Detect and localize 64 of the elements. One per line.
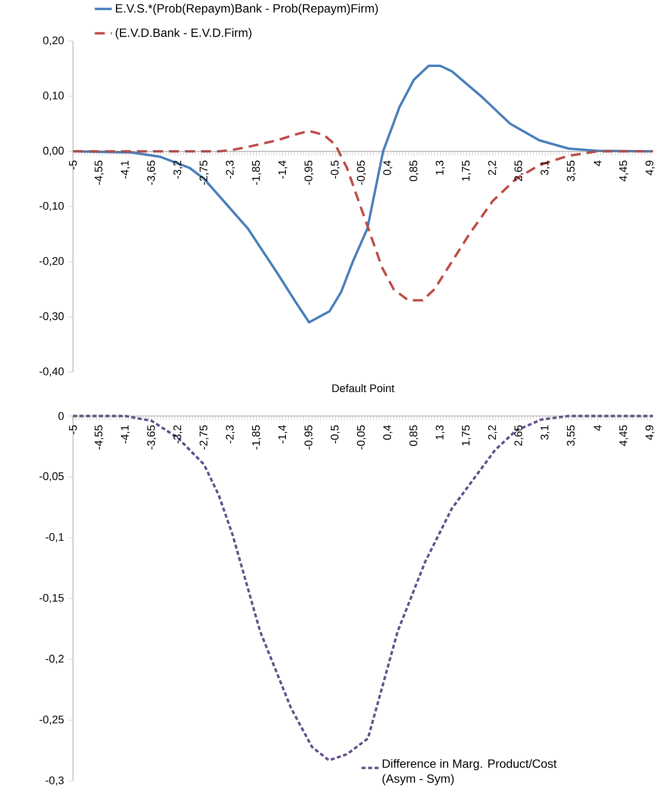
x-tick-label: 4,9 xyxy=(646,160,655,176)
x-tick-label: -0,95 xyxy=(304,425,314,450)
x-tick-label: -1,85 xyxy=(252,425,262,450)
y-tick-label: -0,1 xyxy=(46,533,64,542)
y-tick-label: -0,05 xyxy=(40,472,64,482)
x-tick-label: -0,5 xyxy=(330,160,340,179)
x-tick-label: 0,4 xyxy=(383,160,392,176)
x-tick-label: -3,65 xyxy=(147,160,156,185)
x-tick-label: -0,05 xyxy=(356,160,366,185)
x-tick-label: -2,3 xyxy=(226,160,235,179)
x-tick-label: 2,2 xyxy=(488,425,498,440)
x-tick-label: 2,65 xyxy=(514,160,524,182)
x-tick-label: 4,9 xyxy=(646,425,655,440)
y-tick-label: -0,3 xyxy=(46,776,64,786)
x-tick-label: -2,75 xyxy=(200,160,209,185)
x-tick-label: 1,3 xyxy=(436,425,445,440)
x-tick-label: -3,2 xyxy=(173,425,182,444)
x-tick-label: -0,05 xyxy=(356,425,366,450)
chart-title: Default Point xyxy=(332,384,394,392)
x-tick-label: 3,1 xyxy=(540,160,550,176)
y-tick-label: 0 xyxy=(58,412,64,420)
x-tick-label: 0,85 xyxy=(409,425,419,446)
x-tick-label: -2,3 xyxy=(226,425,235,444)
y-tick-label: -0,20 xyxy=(40,257,64,266)
x-tick-label: 1,75 xyxy=(462,160,471,181)
y-tick-label: -0,15 xyxy=(40,594,64,604)
x-tick-label: -3,65 xyxy=(147,425,156,450)
x-tick-label: -2,75 xyxy=(200,425,209,450)
y-tick-label: 0,00 xyxy=(43,146,64,156)
x-tick-label: 2,65 xyxy=(514,425,524,446)
x-tick-label: 4,45 xyxy=(619,160,628,182)
x-tick-label: 4 xyxy=(594,160,602,166)
x-tick-label: 0,4 xyxy=(383,425,392,440)
x-tick-label: -1,4 xyxy=(278,160,288,179)
legend-label: (E.V.D.Bank - E.V.D.Firm) xyxy=(116,28,252,40)
x-tick-label: -1,4 xyxy=(278,425,288,444)
x-tick-label: -5 xyxy=(69,160,77,170)
x-tick-label: 0,85 xyxy=(409,160,419,182)
y-tick-label: -0,30 xyxy=(40,312,64,322)
x-tick-label: 4 xyxy=(594,425,602,431)
y-tick-label: -0,25 xyxy=(40,716,64,725)
y-tick-label: -0,40 xyxy=(40,367,64,377)
x-tick-label: 2,2 xyxy=(488,160,498,175)
x-tick-label: -3,2 xyxy=(173,160,182,179)
y-tick-label: 0,20 xyxy=(43,36,64,46)
x-tick-label: -4,1 xyxy=(120,160,130,179)
x-tick-label: 3,55 xyxy=(566,425,576,446)
x-tick-label: 1,75 xyxy=(462,425,471,446)
y-tick-label: 0,10 xyxy=(43,92,64,101)
legend-label: Difference in Marg. Product/Cost (Asym - Sym) xyxy=(382,759,557,786)
x-tick-label: -0,95 xyxy=(304,160,314,185)
x-tick-label: -4,55 xyxy=(94,425,104,450)
x-tick-label: -1,85 xyxy=(252,160,262,185)
x-tick-label: 4,45 xyxy=(619,425,628,446)
x-tick-label: -5 xyxy=(69,425,77,434)
y-tick-label: -0,10 xyxy=(40,202,64,212)
x-tick-label: 3,1 xyxy=(540,425,550,440)
x-tick-label: 3,55 xyxy=(566,160,576,182)
y-tick-label: -0,2 xyxy=(46,654,64,664)
legend-label: E.V.S.*(Prob(Repaym)Bank - Prob(Repaym)Firm) xyxy=(116,4,378,15)
x-tick-label: 1,3 xyxy=(436,160,445,175)
x-tick-label: -0,5 xyxy=(330,425,340,444)
x-tick-label: -4,55 xyxy=(94,160,104,185)
x-tick-label: -4,1 xyxy=(120,425,130,444)
